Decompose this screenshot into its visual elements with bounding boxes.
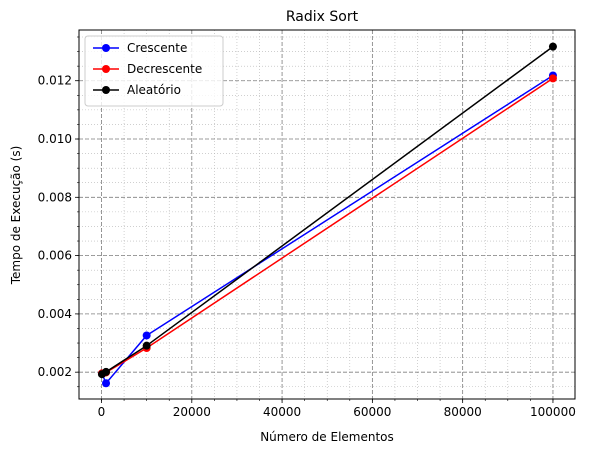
x-tick-label: 80000 bbox=[444, 405, 482, 419]
y-tick-label: 0.008 bbox=[38, 190, 72, 204]
x-tick-label: 40000 bbox=[263, 405, 301, 419]
legend-label: Aleatório bbox=[127, 83, 181, 97]
y-tick-label: 0.012 bbox=[38, 74, 72, 88]
data-point-0 bbox=[143, 331, 151, 339]
data-point-0 bbox=[102, 379, 110, 387]
data-point-2 bbox=[102, 368, 110, 376]
x-tick-label: 60000 bbox=[353, 405, 391, 419]
legend-label: Decrescente bbox=[127, 62, 202, 76]
y-tick-label: 0.002 bbox=[38, 365, 72, 379]
data-point-1 bbox=[549, 74, 557, 82]
chart-title: Radix Sort bbox=[286, 9, 359, 25]
y-tick-label: 0.006 bbox=[38, 249, 72, 263]
x-tick-label: 20000 bbox=[173, 405, 211, 419]
x-tick-label: 0 bbox=[98, 405, 106, 419]
legend-marker bbox=[102, 86, 110, 94]
legend: Crescente Decrescente Aleatório bbox=[85, 36, 223, 106]
data-point-2 bbox=[549, 43, 557, 51]
data-point-2 bbox=[143, 342, 151, 350]
legend-marker bbox=[102, 65, 110, 73]
x-axis-label: Número de Elementos bbox=[260, 430, 394, 444]
legend-marker bbox=[102, 44, 110, 52]
x-tick-label: 100000 bbox=[530, 405, 576, 419]
y-tick-label: 0.010 bbox=[38, 132, 72, 146]
y-axis-label: Tempo de Execução (s) bbox=[9, 146, 23, 286]
legend-label: Crescente bbox=[127, 41, 187, 55]
y-tick-label: 0.004 bbox=[38, 307, 72, 321]
